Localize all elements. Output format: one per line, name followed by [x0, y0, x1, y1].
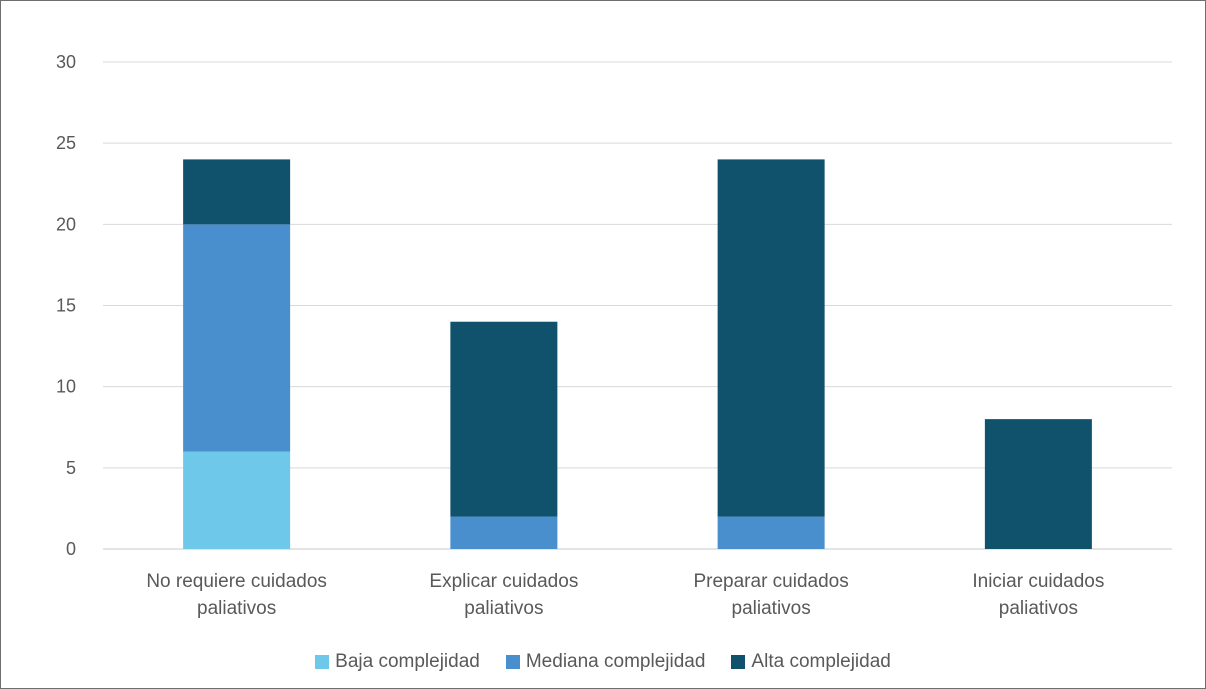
legend-swatch — [315, 655, 330, 669]
bar-segment-alta-complejidad — [984, 419, 1092, 549]
x-category-label: paliativos — [999, 598, 1078, 619]
legend-item: Mediana complejidad — [505, 651, 706, 673]
y-tick-label: 25 — [56, 133, 76, 153]
x-category-label: Iniciar cuidados — [972, 571, 1104, 592]
legend-label: Alta complejidad — [751, 651, 891, 672]
legend-item: Baja complejidad — [315, 651, 480, 673]
legend-swatch — [731, 655, 746, 669]
y-tick-label: 10 — [56, 377, 76, 397]
bar-segment-mediana-complejidad — [183, 224, 291, 452]
y-axis: 0 5 10 15 20 25 30 — [56, 52, 76, 559]
x-category-label: paliativos — [732, 598, 811, 619]
bar-segment-alta-complejidad — [450, 321, 558, 517]
x-category-label: Explicar cuidados — [429, 571, 578, 592]
y-tick-label: 5 — [66, 458, 76, 478]
y-tick-label: 20 — [56, 214, 76, 234]
bar-segment-mediana-complejidad — [717, 516, 825, 549]
x-category-label: paliativos — [464, 598, 543, 619]
bar-segment-alta-complejidad — [183, 159, 291, 225]
x-axis: No requiere cuidados paliativos Explicar c… — [146, 571, 1104, 619]
y-tick-label: 30 — [56, 52, 76, 72]
bar-segment-mediana-complejidad — [450, 516, 558, 549]
legend-item: Alta complejidad — [731, 651, 891, 673]
bars — [183, 159, 1092, 549]
legend-label: Baja complejidad — [335, 651, 480, 672]
x-category-label: paliativos — [197, 598, 276, 619]
x-category-label: No requiere cuidados — [146, 571, 327, 592]
y-tick-label: 0 — [66, 539, 76, 559]
legend-swatch — [505, 655, 520, 669]
legend-label: Mediana complejidad — [525, 651, 706, 672]
bar-segment-alta-complejidad — [717, 159, 825, 517]
bar-segment-baja-complejidad — [183, 451, 291, 549]
chart-legend: Baja complejidad Mediana complejidad Alta … — [0, 648, 1206, 676]
y-tick-label: 15 — [56, 296, 76, 316]
x-category-label: Preparar cuidados — [693, 571, 848, 592]
